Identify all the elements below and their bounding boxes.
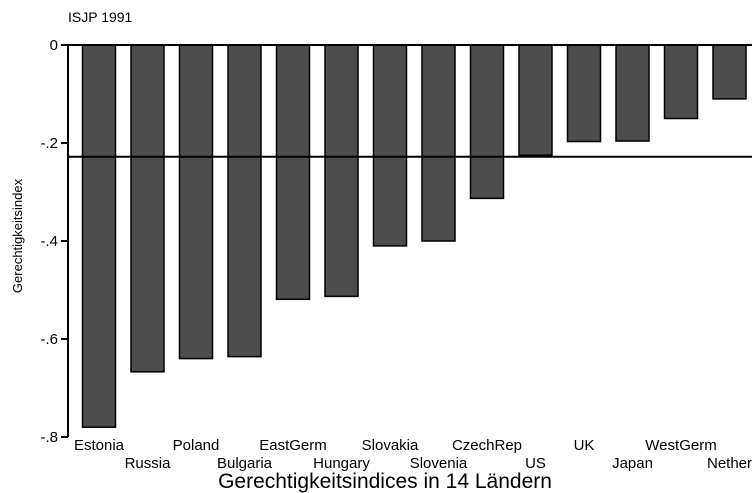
y-tick-label: -.6 [40, 331, 58, 348]
bar-eastgerm [275, 44, 311, 301]
category-label-hungary: Hungary [313, 455, 370, 472]
bar-japan [615, 44, 650, 142]
category-label-slovakia: Slovakia [362, 437, 419, 454]
y-tick-label: 0 [50, 37, 58, 54]
bar-nether [712, 44, 747, 100]
y-tick-label: -.4 [40, 233, 58, 250]
bar-uk [566, 44, 602, 143]
category-label-slovenia: Slovenia [410, 455, 468, 472]
y-tick-label: -.8 [40, 429, 58, 446]
category-label-us: US [525, 455, 546, 472]
category-label-russia: Russia [125, 455, 172, 472]
bar-us [518, 44, 553, 156]
y-axis-label: Gerechtigkeitsindex [10, 178, 25, 293]
bar-slovakia [372, 44, 408, 247]
x-axis-label: Gerechtigkeitsindices in 14 Ländern [218, 470, 552, 493]
bar-westgerm [663, 44, 699, 120]
bar-bulgaria [227, 44, 262, 358]
bar-slovenia [421, 44, 456, 242]
category-labels: EstoniaRussiaPolandBulgariaEastGermHunga… [74, 437, 752, 472]
category-label-bulgaria: Bulgaria [217, 455, 273, 472]
category-label-westgerm: WestGerm [645, 437, 716, 454]
category-label-czechrep: CzechRep [452, 437, 522, 454]
category-label-poland: Poland [173, 437, 220, 454]
category-label-estonia: Estonia [74, 437, 125, 454]
chart-subtitle: ISJP 1991 [68, 9, 133, 25]
bar-estonia [81, 44, 117, 428]
bar-hungary [324, 44, 359, 298]
category-label-nether: Nether [707, 455, 752, 472]
y-tick-label: -.2 [40, 135, 58, 152]
bar-russia [130, 44, 165, 373]
category-label-japan: Japan [612, 455, 653, 472]
bar-poland [178, 44, 214, 360]
bars-layer [81, 44, 747, 428]
category-label-uk: UK [574, 437, 595, 454]
bar-czechrep [469, 44, 505, 200]
y-axis: 0 -.2 -.4 -.6 -.8 [40, 37, 752, 446]
category-label-eastgerm: EastGerm [259, 437, 327, 454]
